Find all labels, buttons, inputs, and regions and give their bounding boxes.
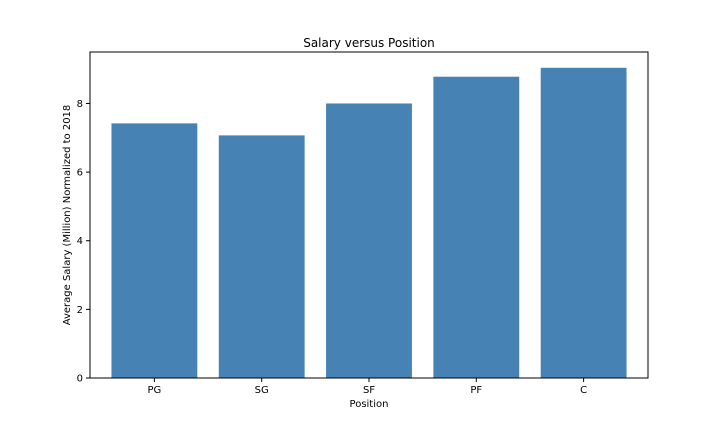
x-tick-label: PG (147, 385, 161, 396)
bar-c (540, 67, 627, 378)
y-tick-label: 4 (77, 236, 83, 247)
bar-sf (326, 103, 412, 378)
bars-layer (111, 67, 627, 379)
x-tick-label: PF (470, 385, 482, 396)
bar-pg (111, 123, 198, 379)
chart-title: Salary versus Position (303, 36, 435, 50)
x-tick-label: C (580, 385, 587, 396)
y-tick-label: 8 (77, 99, 83, 110)
x-tick-label: SG (255, 385, 269, 396)
x-tick-label: SF (363, 385, 375, 396)
y-tick-label: 2 (77, 305, 83, 316)
y-axis-ticks: 0 2 4 6 8 (77, 99, 90, 385)
x-axis-ticks: PG SG SF PF C (147, 378, 587, 396)
x-axis-label: Position (350, 399, 389, 410)
y-axis-label: Average Salary (Million) Normalized to 2… (62, 105, 73, 326)
bar-sg (218, 135, 305, 378)
bar-pf (433, 76, 520, 378)
y-tick-label: 6 (77, 168, 83, 179)
y-tick-label: 0 (77, 374, 83, 385)
